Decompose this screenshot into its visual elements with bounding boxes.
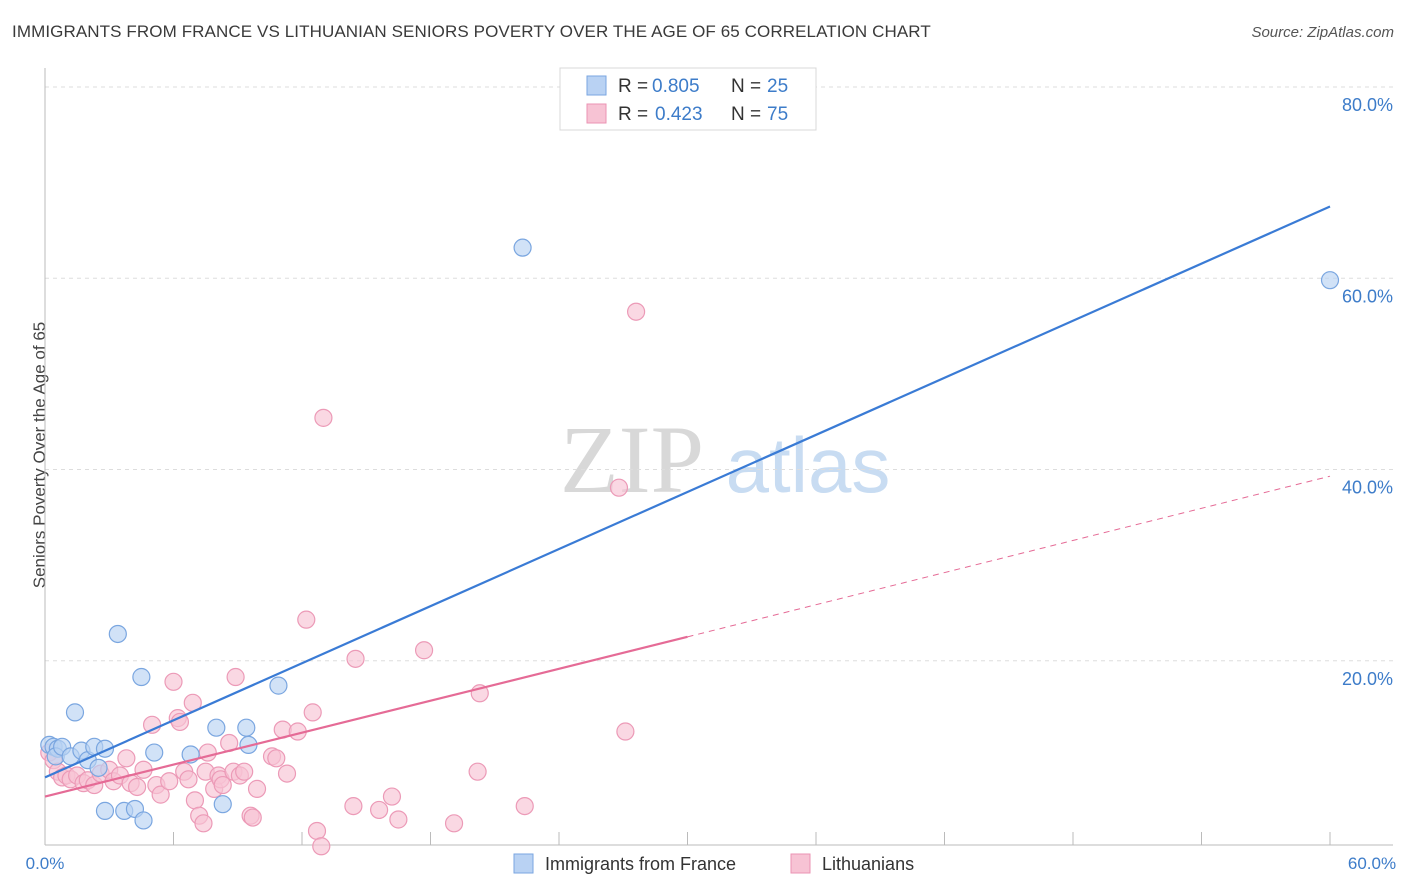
data-point-lithuanians xyxy=(389,810,408,829)
y-tick-label: 40.0% xyxy=(1342,478,1393,498)
data-point-lithuanians xyxy=(160,772,179,791)
data-point-lithuanians xyxy=(179,770,198,789)
x-tick-label-min: 0.0% xyxy=(26,854,65,873)
data-point-lithuanians xyxy=(609,478,629,497)
data-point-lithuanians xyxy=(235,762,254,781)
series-france xyxy=(40,238,1340,830)
data-point-lithuanians xyxy=(297,610,316,629)
trend-line-lithuanians xyxy=(44,635,688,798)
x-tick-label-max: 60.0% xyxy=(1348,854,1396,873)
data-point-lithuanians xyxy=(267,749,286,768)
legend-swatch-blue xyxy=(586,75,607,96)
data-point-france xyxy=(237,718,256,737)
data-point-france xyxy=(207,718,226,737)
data-point-france xyxy=(89,758,108,777)
data-point-lithuanians xyxy=(277,764,297,783)
data-point-france xyxy=(134,811,153,830)
data-point-lithuanians xyxy=(515,796,534,816)
data-point-france xyxy=(1320,271,1340,290)
legend-swatch-pink xyxy=(586,103,607,124)
data-point-france xyxy=(213,795,232,814)
data-point-lithuanians xyxy=(164,672,183,691)
bottom-legend: Immigrants from France Lithuanians xyxy=(513,853,914,874)
legend-n-label: N = xyxy=(731,104,761,125)
bottom-legend-label-france: Immigrants from France xyxy=(545,854,736,874)
data-point-france xyxy=(513,238,532,257)
legend-r-label: R = xyxy=(618,76,648,97)
y-tick-labels: 20.0% 40.0% 60.0% 80.0% xyxy=(1342,95,1393,689)
chart-title: IMMIGRANTS FROM FRANCE VS LITHUANIAN SEN… xyxy=(12,22,931,41)
data-point-lithuanians xyxy=(303,703,322,722)
data-point-lithuanians xyxy=(117,749,136,768)
data-point-lithuanians xyxy=(151,785,170,804)
data-point-lithuanians xyxy=(468,762,487,781)
data-point-lithuanians xyxy=(414,641,434,660)
data-point-lithuanians xyxy=(243,808,262,827)
legend-n-label: N = xyxy=(731,76,761,97)
bottom-legend-swatch-lithuanians xyxy=(790,853,811,874)
bottom-legend-label-lithuanians: Lithuanians xyxy=(822,854,914,874)
legend-n-value: 75 xyxy=(767,104,788,125)
data-point-lithuanians xyxy=(314,408,333,427)
x-ticks xyxy=(44,832,1331,845)
data-point-lithuanians xyxy=(444,814,464,833)
data-point-lithuanians xyxy=(382,787,402,806)
y-tick-label: 60.0% xyxy=(1342,286,1393,306)
legend-r-value: 0.423 xyxy=(655,104,703,125)
gridlines xyxy=(45,86,1393,662)
data-point-lithuanians xyxy=(346,649,365,668)
data-point-lithuanians xyxy=(370,800,389,820)
data-point-lithuanians xyxy=(344,796,363,816)
data-point-lithuanians xyxy=(213,775,232,795)
watermark-atlas: atlas xyxy=(726,421,891,509)
data-point-lithuanians xyxy=(194,814,213,833)
data-point-lithuanians xyxy=(616,722,635,741)
data-point-france xyxy=(108,624,127,644)
watermark-zip: ZIP xyxy=(560,406,704,513)
legend-r-value: 0.805 xyxy=(652,76,700,97)
axes xyxy=(44,68,1393,846)
trend-lines xyxy=(44,205,1331,798)
bottom-legend-swatch-france xyxy=(513,853,534,874)
data-point-lithuanians xyxy=(307,821,327,841)
legend-r-label: R = xyxy=(618,104,648,125)
trend-line-lithuanians-extension xyxy=(687,475,1331,638)
legend-n-value: 25 xyxy=(767,76,788,97)
data-point-lithuanians xyxy=(185,791,205,810)
data-point-france xyxy=(145,743,164,762)
data-point-france xyxy=(65,703,85,722)
y-tick-label: 80.0% xyxy=(1342,95,1393,115)
data-point-lithuanians xyxy=(247,779,267,798)
data-point-lithuanians xyxy=(626,302,646,321)
data-point-lithuanians xyxy=(226,667,245,687)
data-point-lithuanians xyxy=(127,777,147,797)
trend-line-france xyxy=(44,205,1331,779)
legend-box: R = 0.805 N = 25 R = 0.423 N = 75 xyxy=(559,67,817,131)
data-point-france xyxy=(269,676,288,695)
data-point-lithuanians xyxy=(312,837,331,856)
source-label: Source: ZipAtlas.com xyxy=(1251,24,1394,41)
y-tick-label: 20.0% xyxy=(1342,669,1393,689)
series-lithuanians xyxy=(40,302,646,856)
data-point-france xyxy=(95,801,115,820)
data-point-france xyxy=(132,667,151,687)
